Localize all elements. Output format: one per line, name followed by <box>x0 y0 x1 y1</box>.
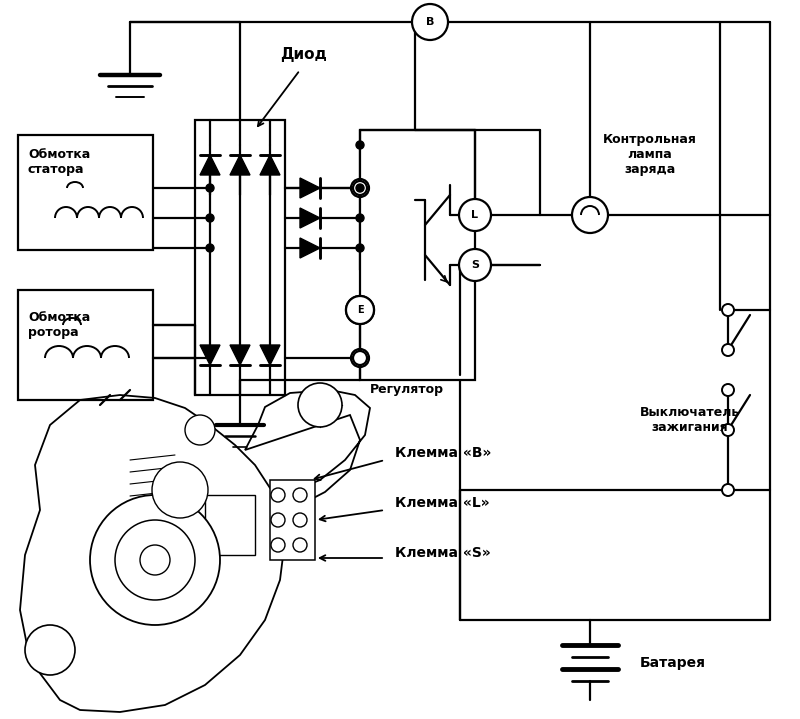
Circle shape <box>459 249 491 281</box>
Circle shape <box>722 484 734 496</box>
Circle shape <box>722 344 734 356</box>
Circle shape <box>351 179 369 197</box>
Polygon shape <box>300 238 320 258</box>
Text: Батарея: Батарея <box>640 656 706 670</box>
Circle shape <box>346 296 374 324</box>
Circle shape <box>206 244 214 252</box>
Text: Выключатель
зажигания: Выключатель зажигания <box>640 406 740 434</box>
Polygon shape <box>230 155 250 175</box>
Circle shape <box>356 141 364 149</box>
Circle shape <box>185 415 215 445</box>
Circle shape <box>152 462 208 518</box>
Text: Обмотка
статора: Обмотка статора <box>28 148 90 176</box>
Circle shape <box>293 513 307 527</box>
Circle shape <box>722 304 734 316</box>
Text: E: E <box>357 305 363 315</box>
Text: L: L <box>471 210 478 220</box>
Circle shape <box>356 214 364 222</box>
Bar <box>195 120 285 395</box>
Polygon shape <box>230 345 250 365</box>
Circle shape <box>271 513 285 527</box>
Polygon shape <box>260 155 280 175</box>
Bar <box>18 135 153 250</box>
Circle shape <box>722 424 734 436</box>
Text: Клемма «S»: Клемма «S» <box>395 546 490 560</box>
Circle shape <box>271 488 285 502</box>
Circle shape <box>298 383 342 427</box>
Circle shape <box>25 625 75 675</box>
Text: Обмотка
ротора: Обмотка ротора <box>28 311 90 339</box>
Polygon shape <box>300 178 320 198</box>
Polygon shape <box>200 345 220 365</box>
Polygon shape <box>260 345 280 365</box>
Circle shape <box>356 184 364 192</box>
Circle shape <box>206 214 214 222</box>
Bar <box>205 495 255 555</box>
Text: Клемма «L»: Клемма «L» <box>395 496 490 510</box>
Bar <box>18 290 153 400</box>
Circle shape <box>293 488 307 502</box>
Circle shape <box>271 538 285 552</box>
Text: B: B <box>426 17 434 27</box>
Text: Регулятор: Регулятор <box>370 383 444 396</box>
Circle shape <box>351 349 369 367</box>
Polygon shape <box>300 208 320 228</box>
Text: Клемма «B»: Клемма «B» <box>395 446 491 460</box>
Circle shape <box>293 538 307 552</box>
Circle shape <box>412 4 448 40</box>
Circle shape <box>90 495 220 625</box>
Circle shape <box>115 520 195 600</box>
Text: S: S <box>471 260 479 270</box>
Circle shape <box>140 545 170 575</box>
Circle shape <box>206 184 214 192</box>
Circle shape <box>353 351 367 365</box>
Circle shape <box>459 199 491 231</box>
Bar <box>360 130 475 380</box>
Circle shape <box>356 244 364 252</box>
Text: Диод: Диод <box>280 47 327 63</box>
Text: Контрольная
лампа
заряда: Контрольная лампа заряда <box>603 134 697 176</box>
Circle shape <box>353 181 367 195</box>
Circle shape <box>722 384 734 396</box>
Bar <box>270 480 315 560</box>
Circle shape <box>572 197 608 233</box>
Circle shape <box>346 296 374 324</box>
Polygon shape <box>200 155 220 175</box>
